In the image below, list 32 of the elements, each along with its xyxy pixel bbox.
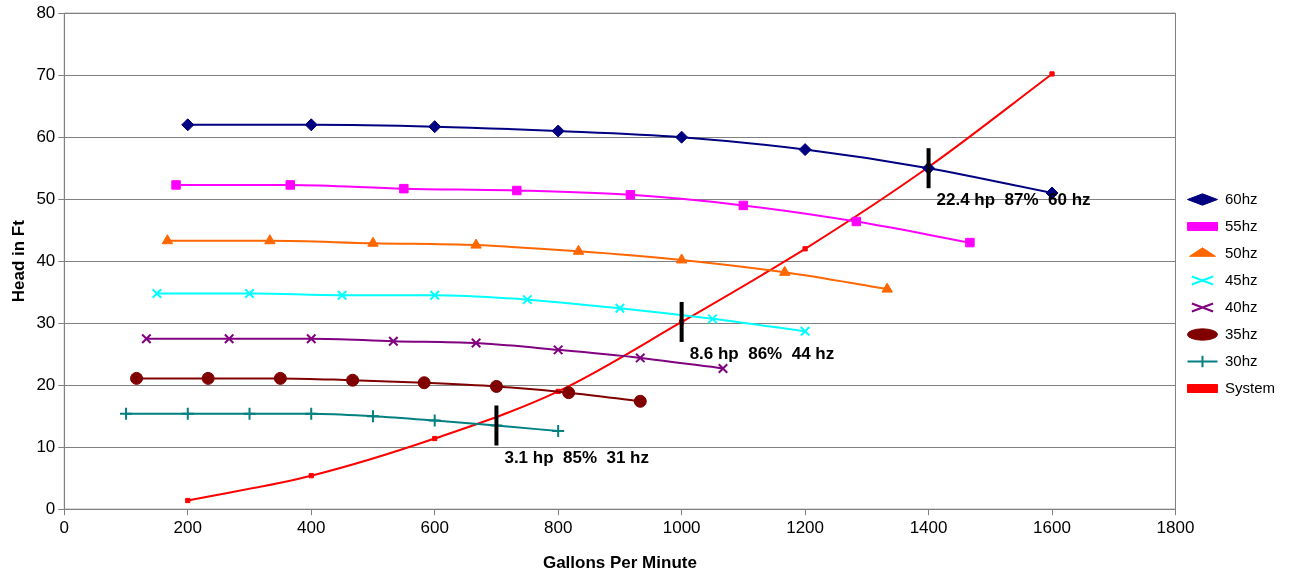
y-axis-title: Head in Ft — [8, 219, 28, 303]
x-tick-label: 0 — [59, 518, 70, 538]
y-tick-label: 10 — [36, 436, 56, 456]
legend-label: 40hz — [1224, 297, 1258, 315]
annotation: 8.6 hp 86% 44 hz — [689, 344, 835, 364]
legend-label: 50hz — [1224, 243, 1258, 261]
y-tick-label: 0 — [45, 498, 56, 518]
x-tick-label: 1800 — [1156, 518, 1195, 538]
legend-label: 55hz — [1224, 216, 1258, 234]
y-tick-label: 80 — [36, 2, 56, 22]
y-tick-label: 20 — [36, 374, 56, 394]
annotation: 3.1 hp 85% 31 hz — [504, 447, 649, 467]
x-tick-label: 400 — [297, 518, 326, 538]
y-tick-label: 60 — [36, 126, 56, 146]
y-tick-label: 70 — [36, 64, 56, 84]
legend-label: System — [1224, 378, 1276, 396]
x-tick-label: 1000 — [662, 518, 701, 538]
annotation: 22.4 hp 87% 60 hz — [936, 190, 1091, 210]
y-tick-label: 50 — [36, 188, 56, 208]
y-tick-label: 40 — [36, 250, 56, 270]
legend-label: 30hz — [1224, 351, 1258, 369]
x-tick-label: 600 — [420, 518, 449, 538]
x-axis-title: Gallons Per Minute — [542, 553, 697, 573]
y-tick-label: 30 — [36, 312, 56, 332]
legend-label: 35hz — [1224, 324, 1258, 342]
x-tick-label: 1400 — [909, 518, 948, 538]
legend-label: 60hz — [1224, 189, 1258, 207]
legend-label: 45hz — [1224, 270, 1258, 288]
x-tick-label: 1600 — [1033, 518, 1071, 538]
x-tick-label: 200 — [173, 518, 202, 538]
x-tick-label: 800 — [543, 518, 573, 538]
x-tick-label: 1200 — [786, 518, 825, 538]
